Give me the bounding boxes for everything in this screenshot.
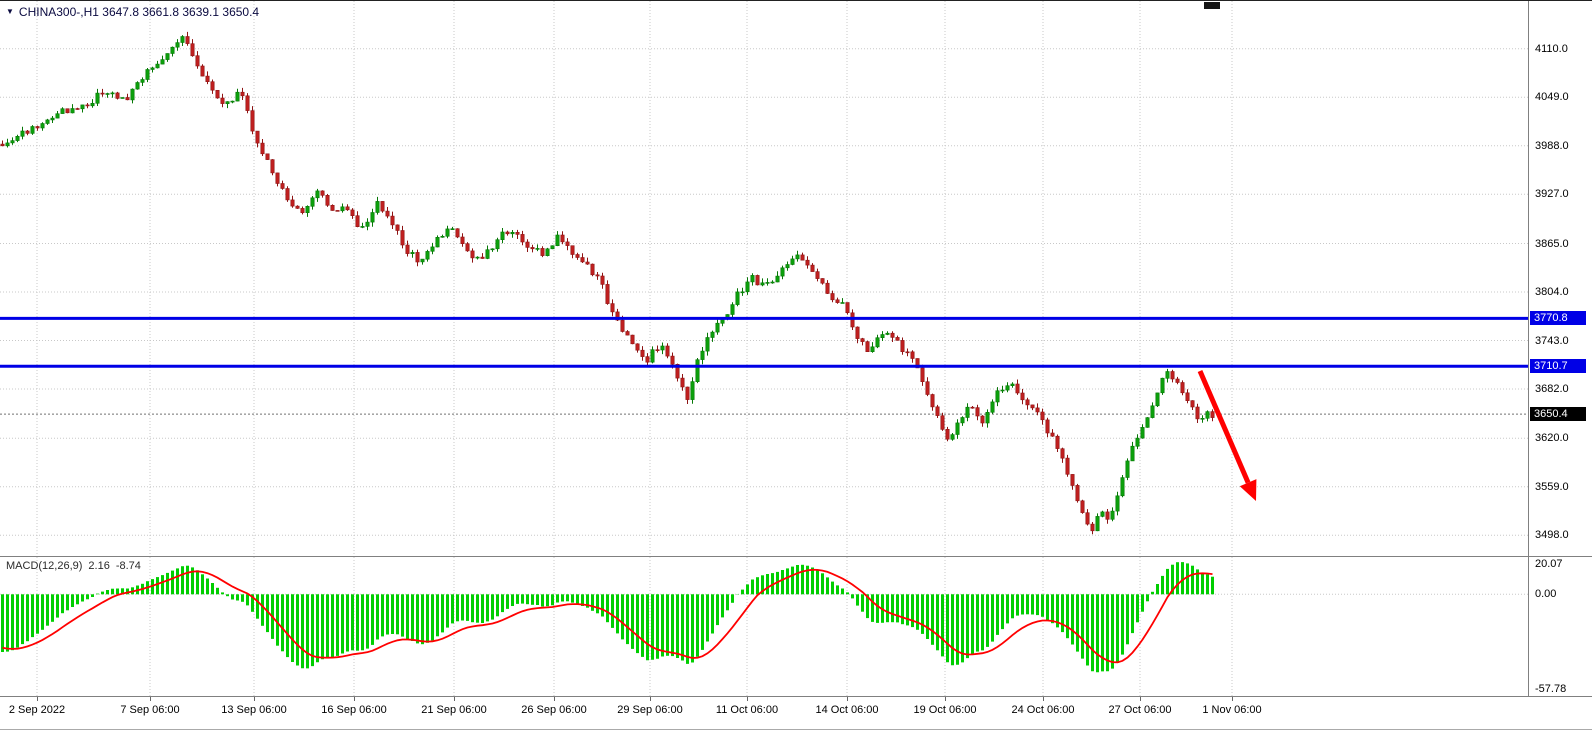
price-axis-label: 3743.0 [1535,334,1569,347]
macd-scale[interactable]: 20.07 0.00 -57.78 [1529,557,1592,696]
time-axis-label: 2 Sep 2022 [8,704,66,716]
macd-axis-label: 0.00 [1535,588,1557,601]
time-axis-tick [945,697,946,701]
time-axis-tick [1043,697,1044,701]
price-axis-label: 3865.0 [1535,237,1569,250]
price-axis-label: 3804.0 [1535,286,1569,299]
macd-svg [0,557,1528,696]
chart-title-text: CHINA300-,H1 3647.8 3661.8 3639.1 3650.4 [18,5,260,19]
price-axis-label: 3498.0 [1535,529,1569,542]
time-axis-tick [1140,697,1141,701]
time-axis-tick [150,697,151,701]
time-axis-tick [1232,697,1233,701]
time-axis-label: 26 Sep 06:00 [521,704,587,716]
candlestick-canvas[interactable] [0,1,1528,561]
time-axis-label: 27 Oct 06:00 [1108,704,1172,716]
time-axis-tick [747,697,748,701]
time-axis-separator [0,696,1592,697]
main-macd-separator[interactable] [0,556,1592,557]
time-axis-label: 24 Oct 06:00 [1011,704,1075,716]
level-price-badge: 3710.7 [1530,359,1586,374]
time-axis-label: 13 Sep 06:00 [221,704,287,716]
macd-axis-label: 20.07 [1535,558,1563,570]
time-axis-label: 19 Oct 06:00 [913,704,977,716]
price-axis-label: 3559.0 [1535,480,1569,493]
macd-canvas [0,557,1528,701]
time-axis-tick [454,697,455,701]
time-axis-tick [354,697,355,701]
time-axis[interactable]: 2 Sep 2022 7 Sep 06:00 13 Sep 06:00 16 Sep … [0,697,1592,730]
time-axis-label: 11 Oct 06:00 [715,704,779,716]
time-axis-label: 1 Nov 06:00 [1202,704,1262,716]
time-axis-label: 21 Sep 06:00 [421,704,487,716]
macd-signal-value: -8.74 [115,560,141,572]
macd-axis-label: -57.78 [1535,683,1567,695]
price-axis-label: 3927.0 [1535,188,1569,201]
macd-name: MACD(12,26,9) [6,560,83,572]
price-scale[interactable]: 4110.0 4049.0 3988.0 3927.0 3865.0 3804.0 3743… [1529,1,1592,556]
time-axis-tick [554,697,555,701]
macd-panel[interactable]: MACD(12,26,9) 2.16 -8.74 [0,557,1528,696]
price-axis-label: 4049.0 [1535,91,1569,104]
level-price-badge: 3770.8 [1530,311,1586,326]
price-scale-border [1528,1,1529,696]
price-axis-label: 3682.0 [1535,383,1569,396]
time-axis-tick [847,697,848,701]
current-price-badge: 3650.4 [1530,407,1586,422]
price-chart-svg [0,1,1528,556]
chart-shift-marker[interactable] [1204,2,1220,9]
time-axis-tick [37,697,38,701]
time-axis-label: 7 Sep 06:00 [120,704,180,716]
chart-title: ▼ CHINA300-,H1 3647.8 3661.8 3639.1 3650.… [6,5,259,19]
time-axis-tick [254,697,255,701]
macd-current-value: 2.16 [88,560,110,572]
time-axis-tick [650,697,651,701]
macd-indicator-label: MACD(12,26,9) 2.16 -8.74 [6,560,147,572]
price-axis-label: 3620.0 [1535,432,1569,445]
symbol-dropdown-icon[interactable]: ▼ [6,7,14,16]
time-axis-label: 16 Sep 06:00 [321,704,387,716]
price-chart-area[interactable]: ▼ CHINA300-,H1 3647.8 3661.8 3639.1 3650.… [0,1,1528,556]
time-axis-label: 29 Sep 06:00 [617,704,683,716]
time-axis-label: 14 Oct 06:00 [815,704,879,716]
price-axis-label: 3988.0 [1535,139,1569,152]
price-axis-label: 4110.0 [1535,42,1568,55]
